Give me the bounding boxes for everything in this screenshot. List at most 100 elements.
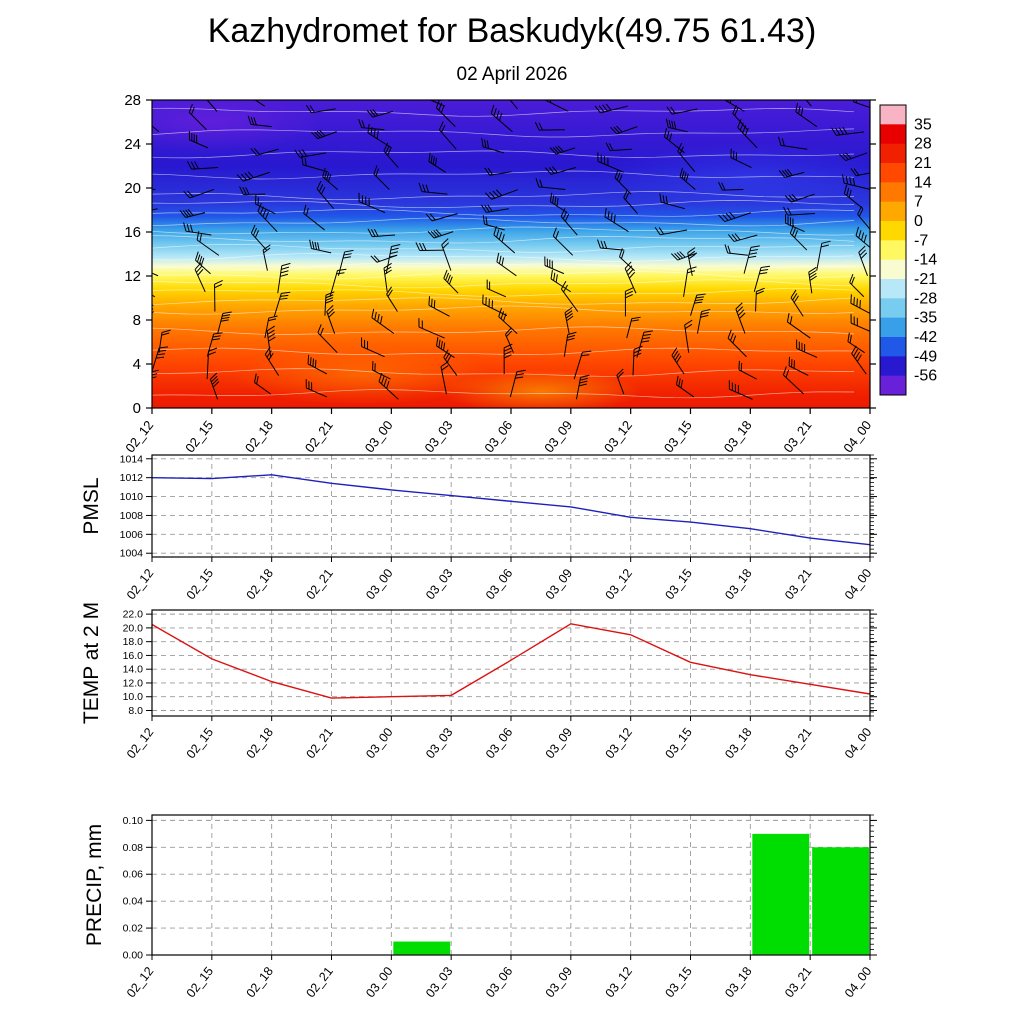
svg-text:-49: -49 (914, 348, 937, 365)
svg-text:02_15: 02_15 (182, 418, 216, 456)
svg-text:-35: -35 (914, 310, 937, 327)
svg-text:-14: -14 (914, 252, 937, 269)
svg-text:03_18: 03_18 (722, 725, 754, 761)
svg-text:0.00: 0.00 (123, 950, 144, 962)
svg-text:03_15: 03_15 (661, 418, 695, 456)
svg-text:1012: 1012 (120, 472, 144, 484)
svg-text:03_09: 03_09 (543, 566, 575, 602)
svg-text:12.0: 12.0 (123, 677, 144, 689)
svg-text:02_21: 02_21 (302, 418, 336, 456)
svg-text:03_21: 03_21 (780, 418, 814, 456)
svg-text:1006: 1006 (120, 529, 144, 541)
svg-text:04_00: 04_00 (842, 566, 874, 602)
svg-text:28: 28 (914, 136, 932, 153)
svg-text:0.02: 0.02 (123, 923, 144, 935)
svg-text:20: 20 (124, 180, 141, 197)
svg-text:-56: -56 (914, 368, 937, 385)
svg-text:18.0: 18.0 (123, 636, 144, 648)
svg-text:02_18: 02_18 (244, 964, 276, 1000)
svg-text:03_09: 03_09 (543, 964, 575, 1000)
svg-text:03_00: 03_00 (362, 418, 396, 456)
page-title: Kazhydromet for Baskudyk(49.75 61.43) (207, 12, 817, 50)
svg-text:04_00: 04_00 (840, 418, 874, 456)
svg-text:03_18: 03_18 (722, 566, 754, 602)
svg-text:03_06: 03_06 (483, 566, 515, 602)
svg-text:0: 0 (133, 400, 141, 417)
svg-text:03_06: 03_06 (481, 418, 515, 456)
svg-text:10.0: 10.0 (123, 691, 144, 703)
svg-text:03_18: 03_18 (721, 418, 755, 456)
svg-text:0.04: 0.04 (123, 896, 144, 908)
svg-text:7: 7 (914, 194, 923, 211)
svg-text:1008: 1008 (120, 510, 144, 522)
svg-text:03_15: 03_15 (662, 566, 694, 602)
svg-text:03_15: 03_15 (662, 725, 694, 761)
svg-text:04_00: 04_00 (842, 964, 874, 1000)
svg-text:02_21: 02_21 (303, 566, 335, 602)
svg-text:03_09: 03_09 (541, 418, 575, 456)
svg-text:03_03: 03_03 (423, 725, 455, 761)
svg-text:02_18: 02_18 (242, 418, 276, 456)
svg-text:35: 35 (914, 116, 932, 133)
svg-text:03_03: 03_03 (421, 418, 455, 456)
svg-text:03_21: 03_21 (782, 566, 814, 602)
svg-text:02_21: 02_21 (303, 964, 335, 1000)
precip-panel: 0.00 0.02 0.04 0.06 0.08 0.10 02_12 02_15 02_18 0… (123, 814, 877, 1000)
svg-text:03_03: 03_03 (423, 964, 455, 1000)
svg-text:16.0: 16.0 (123, 650, 144, 662)
svg-text:02_12: 02_12 (124, 964, 156, 1000)
svg-text:14.0: 14.0 (123, 664, 144, 676)
svg-text:03_09: 03_09 (543, 725, 575, 761)
svg-text:02_12: 02_12 (124, 566, 156, 602)
svg-text:4: 4 (133, 356, 141, 373)
svg-text:02_12: 02_12 (124, 725, 156, 761)
svg-text:0: 0 (914, 213, 923, 230)
svg-text:02_12: 02_12 (122, 418, 156, 456)
svg-text:02_15: 02_15 (184, 725, 216, 761)
svg-text:03_06: 03_06 (483, 964, 515, 1000)
temp-panel: 8.0 10.0 12.014.0 16.0 18.0 20.022.0 02_12 02_1… (123, 609, 877, 761)
svg-text:21: 21 (914, 155, 932, 172)
svg-text:03_21: 03_21 (782, 725, 814, 761)
svg-text:0.10: 0.10 (123, 815, 144, 827)
svg-text:-42: -42 (914, 329, 937, 346)
svg-text:02_15: 02_15 (184, 566, 216, 602)
svg-text:1014: 1014 (120, 453, 144, 465)
svg-text:8.0: 8.0 (128, 705, 143, 717)
svg-text:03_18: 03_18 (722, 964, 754, 1000)
pmsl-panel: 1004 1006 1008 1010 1012 1014 02_12 02_15 02_18 0… (120, 453, 877, 602)
svg-text:0.06: 0.06 (123, 869, 144, 881)
svg-text:22.0: 22.0 (123, 609, 144, 621)
svg-text:02_18: 02_18 (244, 566, 276, 602)
svg-text:03_21: 03_21 (782, 964, 814, 1000)
svg-text:03_00: 03_00 (363, 725, 395, 761)
temperature-colorbar: 35 28 21 14 7 0 -7 -14 -21 -28 -35 -42 -49 -56 (879, 104, 937, 396)
upper-air-panel: 0 4 8 12 16 20 24 28 02_12 02_15 02_18 02_21 03_00 03… (122, 92, 876, 456)
svg-text:-7: -7 (914, 232, 928, 249)
svg-text:03_03: 03_03 (423, 566, 455, 602)
svg-text:03_12: 03_12 (601, 418, 635, 456)
svg-text:-21: -21 (914, 271, 937, 288)
svg-text:12: 12 (124, 268, 141, 285)
wind-barbs (152, 100, 870, 400)
svg-text:02_15: 02_15 (184, 964, 216, 1000)
date-label: 02 April 2026 (456, 64, 568, 85)
svg-text:-28: -28 (914, 290, 937, 307)
svg-text:0.08: 0.08 (123, 842, 144, 854)
svg-text:02_18: 02_18 (244, 725, 276, 761)
svg-text:20.0: 20.0 (123, 622, 144, 634)
svg-text:02_21: 02_21 (303, 725, 335, 761)
svg-text:8: 8 (133, 312, 141, 329)
svg-text:03_00: 03_00 (363, 566, 395, 602)
svg-text:03_00: 03_00 (363, 964, 395, 1000)
svg-text:16: 16 (124, 224, 141, 241)
svg-text:03_12: 03_12 (603, 725, 635, 761)
svg-text:03_12: 03_12 (603, 566, 635, 602)
svg-text:28: 28 (124, 92, 141, 109)
svg-text:04_00: 04_00 (842, 725, 874, 761)
svg-text:03_12: 03_12 (603, 964, 635, 1000)
svg-text:03_06: 03_06 (483, 725, 515, 761)
svg-text:24: 24 (124, 136, 141, 153)
svg-text:1010: 1010 (120, 491, 144, 503)
